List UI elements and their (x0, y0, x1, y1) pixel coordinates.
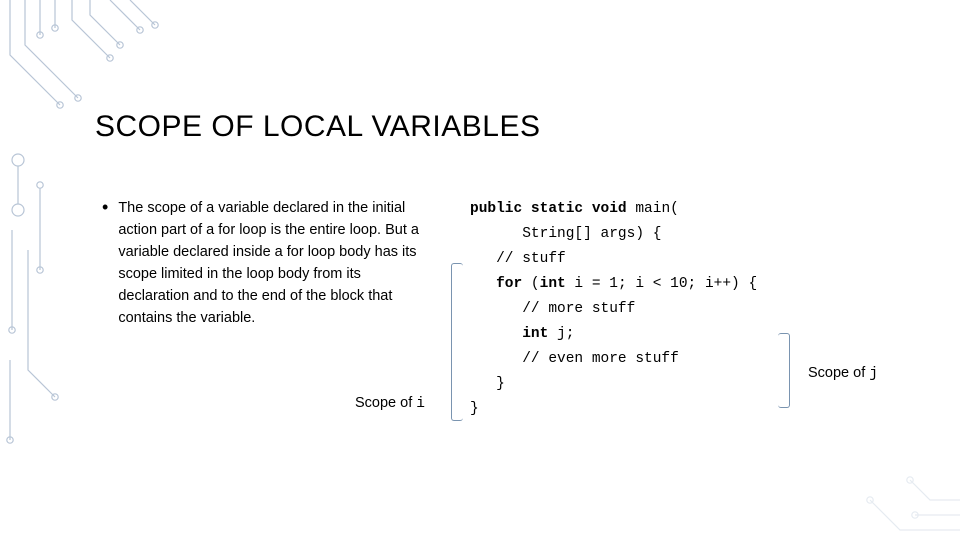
scope-j-prefix: Scope of (808, 365, 869, 381)
code-block: public static void main( String[] args) … (470, 197, 757, 422)
code-kw: public static void (470, 201, 627, 217)
scope-j-bracket (778, 333, 790, 408)
bullet-marker: • (102, 198, 108, 216)
code-text: // stuff (470, 251, 566, 267)
scope-i-bracket (451, 263, 463, 421)
scope-i-label: Scope of i (355, 395, 425, 412)
circuit-decoration-left (0, 150, 70, 450)
code-text: ( (522, 276, 539, 292)
code-text (470, 326, 522, 342)
scope-j-var: j (869, 366, 878, 382)
scope-i-var: i (416, 396, 425, 412)
code-text: } (470, 376, 505, 392)
code-text: i = 1; i < 10; i++) { (566, 276, 757, 292)
code-text (470, 276, 496, 292)
bullet-item: • The scope of a variable declared in th… (102, 197, 427, 329)
code-text: // even more stuff (470, 351, 679, 367)
code-text: j; (548, 326, 574, 342)
bullet-text: The scope of a variable declared in the … (118, 197, 427, 329)
code-text: main( (627, 201, 679, 217)
code-text: } (470, 401, 479, 417)
code-kw: int (540, 276, 566, 292)
code-text: // more stuff (470, 301, 635, 317)
circuit-decoration-bottom-right (800, 460, 960, 540)
code-kw: for (496, 276, 522, 292)
scope-i-prefix: Scope of (355, 395, 416, 411)
slide-title: SCOPE OF LOCAL VARIABLES (95, 110, 540, 144)
code-kw: int (522, 326, 548, 342)
scope-j-label: Scope of j (808, 365, 878, 382)
code-text: String[] args) { (470, 226, 661, 242)
